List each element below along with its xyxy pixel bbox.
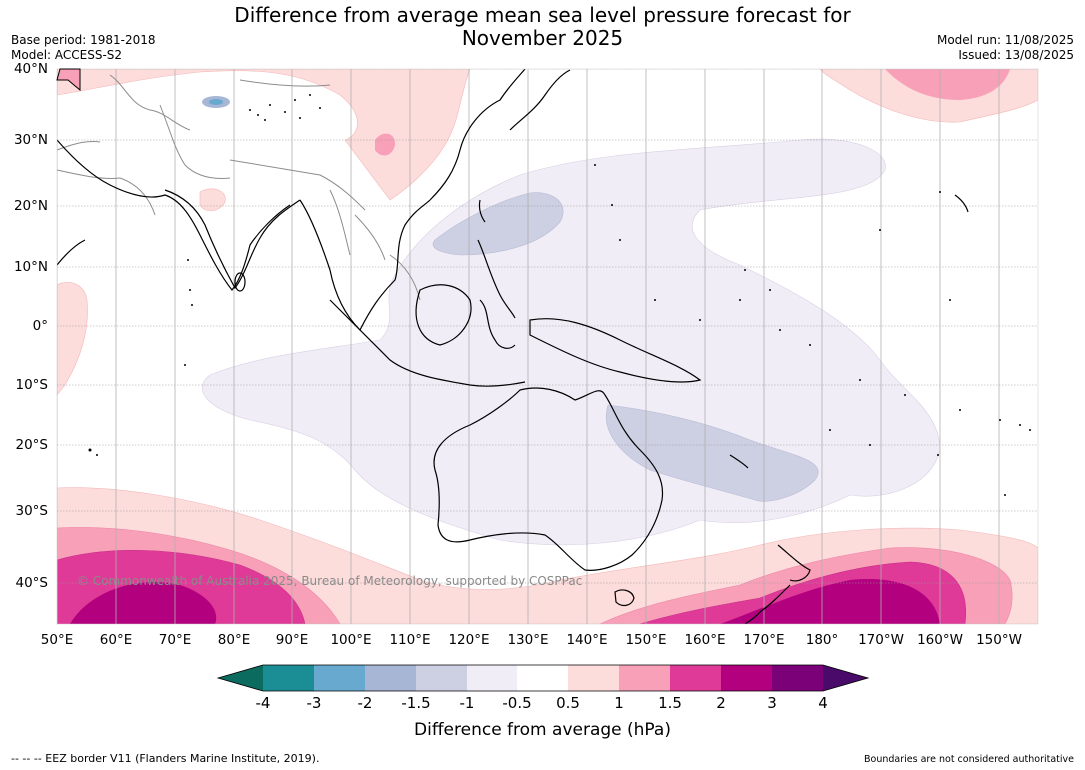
title-line-2: November 2025 (461, 26, 624, 50)
colorbar-swatch (670, 665, 721, 691)
colorbar-tick: 3 (767, 694, 777, 712)
lon-label: 130°E (507, 632, 549, 648)
colorbar-swatch (416, 665, 467, 691)
colorbar-swatch (568, 665, 619, 691)
lon-gridlines (57, 69, 1000, 624)
lat-label: 40°N (13, 61, 48, 77)
country-borders (57, 74, 421, 301)
copyright-notice: © Commonwealth of Australia 2025, Bureau… (77, 574, 583, 588)
colorbar-tick: -1 (459, 694, 475, 712)
lon-label: 160°E (684, 632, 726, 648)
anomaly-region-pink-tiny (375, 133, 396, 156)
lon-label: 160°W (917, 632, 963, 648)
issued-date: Issued: 13/08/2025 (958, 48, 1074, 62)
colorbar-tick: -0.5 (502, 694, 532, 712)
model-run: Model run: 11/08/2025 (936, 33, 1074, 47)
colorbar-swatch (365, 665, 416, 691)
lon-label: 90°E (275, 632, 309, 648)
small-islands (88, 94, 1031, 496)
colorbar-above-arrow (823, 665, 868, 691)
lat-label: 30°S (15, 503, 49, 519)
model-name: Model: ACCESS-S2 (11, 48, 123, 62)
colorbar-swatch (619, 665, 670, 691)
lon-label: 100°E (330, 632, 372, 648)
anomaly-region-lavender-coral-sea (606, 404, 819, 502)
coastlines (57, 69, 969, 624)
meta-right: Model run: 11/08/2025 Issued: 13/08/2025 (937, 33, 1074, 63)
lat-label: 10°S (15, 377, 49, 393)
anomaly-region-pink-asia (57, 69, 471, 201)
lat-label: 40°S (15, 575, 49, 591)
lon-label: 170°E (743, 632, 785, 648)
base-period: Base period: 1981-2018 (11, 33, 156, 47)
colorbar-tick: 4 (818, 694, 828, 712)
boundary-disclaimer: Boundaries are not considered authoritat… (864, 754, 1074, 765)
colorbar-outline (216, 664, 870, 692)
lon-label: 150°E (625, 632, 667, 648)
colorbar-swatch (467, 665, 517, 691)
lon-label: 150°W (976, 632, 1022, 648)
lon-label: 80°E (217, 632, 251, 648)
colorbar-swatch (314, 665, 365, 691)
colorbar-label: Difference from average (hPa) (414, 720, 671, 740)
colorbar-tick: 0.5 (556, 694, 580, 712)
colorbar-tick: -3 (306, 694, 322, 712)
chart-title: Difference from average mean sea level p… (0, 4, 1085, 50)
anomaly-region-pink-west (57, 281, 88, 396)
colorbar-swatch (263, 665, 314, 691)
lat-gridlines (57, 69, 1038, 584)
lon-label: 140°E (566, 632, 608, 648)
anomaly-region-pink2-northeast (885, 69, 1010, 100)
anomaly-corner-pink (56, 68, 81, 92)
lon-label: 50°E (40, 632, 74, 648)
colorbar-swatch (721, 665, 772, 691)
colorbar-swatch (772, 665, 823, 691)
anomaly-spot-blue-core (209, 99, 223, 105)
lat-label: 10°N (13, 259, 48, 275)
lon-label: 60°E (99, 632, 133, 648)
eez-note: -- -- -- EEZ border V11 (Flanders Marine… (11, 752, 320, 765)
anomaly-region-pink-india-spot (199, 188, 226, 211)
colorbar-tick: -1.5 (401, 694, 431, 712)
colorbar-tick: -2 (357, 694, 373, 712)
colorbar-below-arrow (218, 665, 263, 691)
meta-left: Base period: 1981-2018 Model: ACCESS-S2 (11, 33, 156, 63)
lat-label: 20°S (15, 437, 49, 453)
colorbar-tick: 1.5 (658, 694, 682, 712)
lon-label: 180° (805, 632, 839, 648)
lon-label: 110°E (389, 632, 431, 648)
colorbar-tick: 1 (614, 694, 624, 712)
anomaly-region-south-deepmagenta (70, 579, 940, 624)
title-line-1: Difference from average mean sea level p… (234, 3, 851, 27)
lon-label: 170°W (858, 632, 904, 648)
lon-label: 120°E (448, 632, 490, 648)
colorbar-swatch (517, 665, 568, 691)
lat-label: 20°N (13, 198, 48, 214)
map-frame (56, 68, 1039, 625)
lat-label: 0° (32, 318, 48, 334)
lat-label: 30°N (13, 132, 48, 148)
colorbar-tick: 2 (716, 694, 726, 712)
colorbar-tick: -4 (255, 694, 271, 712)
lon-label: 70°E (158, 632, 192, 648)
anomaly-region-south-magenta (57, 550, 967, 624)
